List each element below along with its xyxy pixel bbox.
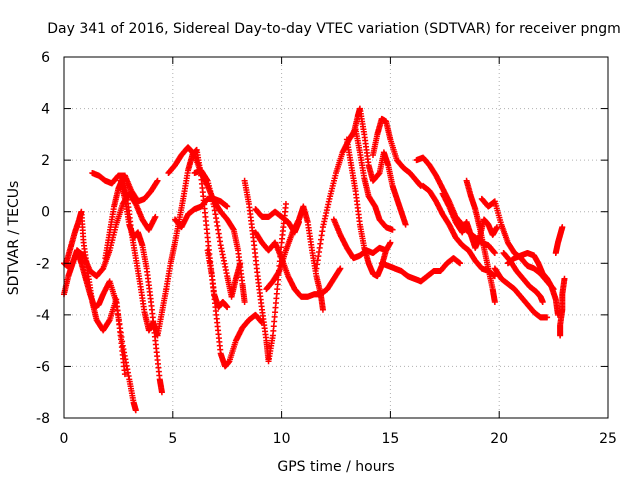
data-point (337, 265, 344, 272)
axis-ticks: 0 5 10 15 20 25 -8 -6 -4 -2 0 2 4 6 (36, 50, 617, 447)
series-arc-18 (343, 136, 394, 280)
series-arc-6 (117, 177, 165, 396)
series-arc-28 (500, 249, 546, 305)
plot-frame (63, 56, 609, 419)
data-point (494, 224, 501, 231)
grid (64, 57, 608, 418)
y-tick-label: 0 (41, 205, 50, 221)
series-arc-15 (263, 203, 326, 313)
data-point (241, 298, 248, 305)
data-point (457, 260, 464, 267)
data-point (561, 275, 568, 282)
series-arc-12 (241, 177, 289, 365)
data-point (154, 177, 161, 184)
series-arc-20 (369, 115, 424, 189)
series-arc-25 (463, 177, 498, 305)
series-arc-10 (191, 167, 244, 300)
series-arc-30 (557, 275, 568, 339)
y-tick-label: -4 (36, 308, 50, 324)
series-arc-31 (552, 224, 566, 256)
series-arc-24 (439, 190, 501, 251)
series-arc-21 (378, 255, 464, 285)
data-point (282, 200, 289, 207)
chart-title: Day 341 of 2016, Sidereal Day-to-day VTE… (47, 21, 621, 37)
x-tick-label: 0 (60, 431, 69, 447)
y-tick-label: 6 (41, 50, 50, 66)
y-tick-label: -2 (36, 256, 50, 272)
data-point (402, 221, 409, 228)
data-point (158, 389, 165, 396)
x-tick-label: 25 (599, 431, 617, 447)
x-tick-label: 20 (490, 431, 508, 447)
series-arc-19 (350, 105, 409, 228)
data-point (539, 298, 546, 305)
data-point (389, 226, 396, 233)
y-axis-label: SDTVAR / TECUs (6, 181, 22, 296)
data-point (121, 371, 128, 378)
scatter-series (61, 105, 568, 414)
series-arc-27 (491, 265, 551, 321)
x-tick-label: 5 (168, 431, 177, 447)
y-tick-label: 4 (41, 102, 50, 118)
x-axis-label: GPS time / hours (277, 459, 394, 475)
data-point (491, 298, 498, 305)
data-point (319, 306, 326, 313)
series-arc-29 (504, 249, 561, 318)
y-tick-label: 2 (41, 153, 50, 169)
data-point (224, 203, 231, 210)
data-point (544, 314, 551, 321)
x-tick-label: 10 (273, 431, 291, 447)
data-point (491, 249, 498, 256)
series-arc-11 (204, 247, 266, 370)
series-arc-8 (163, 146, 231, 311)
y-tick-label: -6 (36, 359, 50, 375)
data-point (152, 213, 159, 220)
data-point (132, 407, 139, 414)
y-tick-label: -8 (36, 411, 50, 427)
data-point (559, 224, 566, 231)
series-arc-3 (63, 208, 128, 378)
data-point (387, 239, 394, 246)
data-point (224, 304, 231, 311)
data-point (237, 260, 244, 267)
x-tick-label: 15 (381, 431, 399, 447)
